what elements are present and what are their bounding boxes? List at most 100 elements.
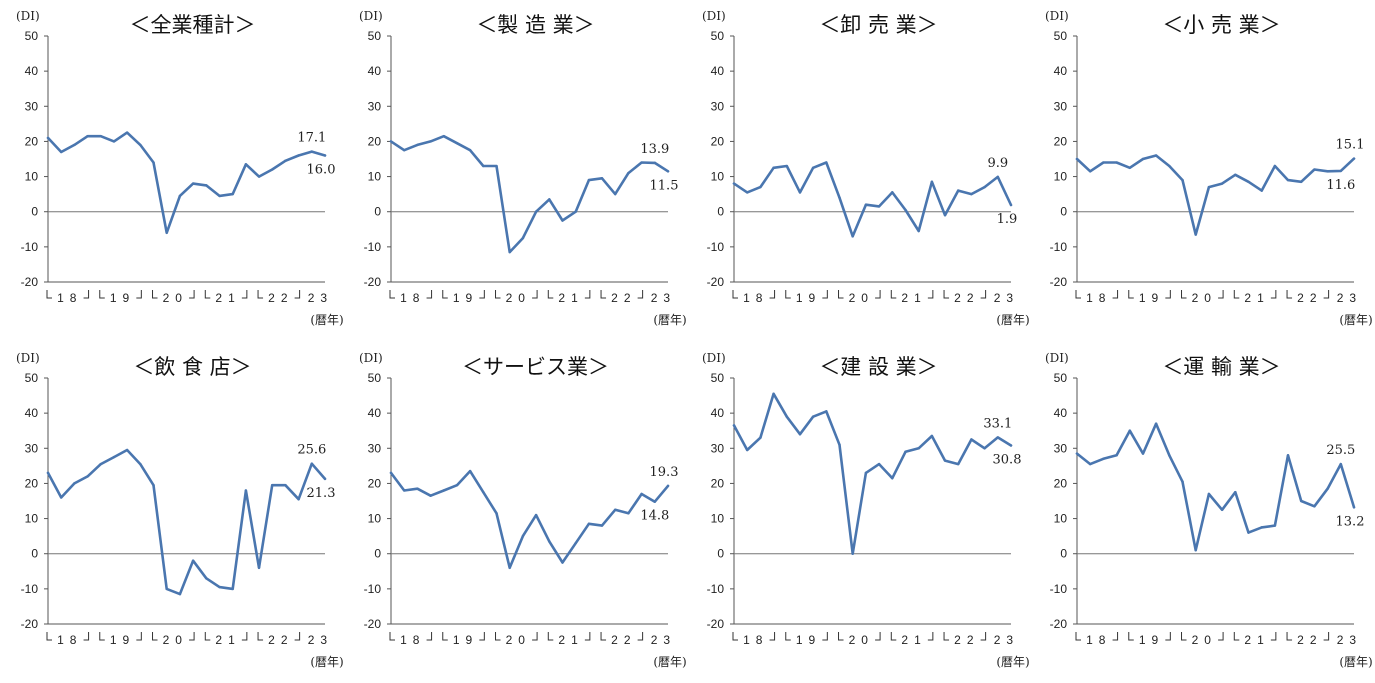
data-point: [482, 164, 485, 168]
chart-svg: ＜小 売 業＞ (DI) 50 40 30 20 10 0 -10 -20 18 19 20 21 22 23…: [1045, 9, 1373, 327]
data-point: [772, 392, 775, 396]
x-bracket-right: [1270, 632, 1277, 641]
data-point: [561, 219, 564, 222]
y-tick-label: -20: [707, 617, 725, 631]
data-point: [73, 143, 76, 147]
data-point: [627, 512, 630, 515]
x-bracket-left: [1075, 290, 1081, 299]
data-point: [191, 182, 195, 185]
data-point: [152, 483, 155, 487]
x-bracket-left: [1286, 632, 1293, 641]
x-bracket-left: [732, 290, 738, 299]
x-bracket-right: [1323, 632, 1330, 641]
y-unit-label: (DI): [359, 9, 383, 23]
y-tick-label: 50: [368, 29, 382, 43]
y-tick-label: 30: [1054, 441, 1068, 455]
x-unit-label: (暦年): [1339, 313, 1372, 327]
data-point: [759, 185, 762, 189]
x-year-label: 21: [215, 633, 240, 647]
data-point: [1352, 157, 1356, 160]
data-point: [1352, 506, 1356, 509]
y-tick-label: 40: [1054, 406, 1068, 420]
x-unit-label: (暦年): [653, 313, 686, 327]
x-year-label: 21: [1244, 291, 1269, 305]
x-year-label: 18: [57, 291, 82, 305]
data-point: [587, 178, 591, 182]
data-point: [508, 566, 511, 569]
data-point: [455, 141, 459, 145]
data-point: [1181, 480, 1184, 483]
y-tick-label: 0: [1060, 547, 1067, 561]
y-tick-label: -20: [21, 617, 39, 631]
data-point: [1115, 161, 1118, 164]
data-point: [191, 559, 195, 562]
x-bracket-left: [838, 290, 844, 299]
data-point: [996, 175, 1000, 179]
data-point: [904, 208, 907, 212]
x-bracket-right: [1165, 290, 1171, 299]
data-point: [1154, 422, 1158, 425]
y-tick-label: 30: [711, 99, 725, 113]
data-point: [666, 484, 670, 488]
series-line: [1075, 154, 1356, 236]
value-annotation: 9.9: [987, 156, 1008, 171]
y-tick-label: -20: [1050, 617, 1068, 631]
x-bracket-right: [83, 632, 90, 641]
chart-panel: ＜全業種計＞ (DI) 50 40 30 20 10 0 -20 -10 18 19 20 21 22 23 (…: [0, 0, 344, 340]
data-point: [534, 513, 538, 517]
x-year-label: 20: [163, 633, 188, 647]
data-point: [970, 438, 973, 441]
x-bracket-left: [204, 290, 211, 299]
data-point: [1220, 508, 1224, 511]
data-point: [1207, 185, 1211, 189]
x-year-label: 19: [110, 633, 135, 647]
data-point: [59, 496, 63, 499]
y-tick-label: 40: [711, 64, 725, 78]
x-bracket-right: [1218, 290, 1224, 299]
value-annotation: 11.5: [650, 178, 679, 193]
series-line: [389, 134, 670, 254]
data-point: [640, 492, 643, 496]
y-tick-label: 0: [31, 547, 38, 561]
x-year-label: 22: [611, 291, 636, 305]
x-year-label: 23: [1337, 633, 1362, 647]
value-annotation: 25.5: [1326, 443, 1355, 458]
data-point: [402, 489, 406, 492]
data-point: [943, 459, 947, 462]
x-bracket-right: [1165, 632, 1171, 641]
data-point: [482, 491, 485, 494]
y-tick-label: 50: [25, 371, 39, 385]
x-bracket-right: [83, 290, 90, 299]
x-year-label: 19: [453, 633, 478, 647]
data-point: [1234, 173, 1237, 177]
data-point: [271, 483, 274, 487]
data-point: [402, 149, 406, 152]
x-bracket-left: [46, 632, 52, 641]
chart-panel: ＜建 設 業＞ (DI) 50 40 30 20 10 0 -10 -20 18 19 20 21 22 23…: [686, 342, 1030, 682]
data-point: [917, 229, 920, 233]
data-point: [389, 471, 393, 475]
y-tick-label: 20: [1054, 134, 1068, 148]
data-point: [1102, 161, 1105, 164]
data-point: [416, 143, 419, 147]
x-year-label: 18: [1086, 633, 1111, 647]
data-point: [811, 415, 815, 418]
data-point: [99, 462, 102, 466]
y-tick-label: 10: [711, 512, 725, 526]
x-year-label: 19: [453, 291, 478, 305]
data-point: [1088, 462, 1092, 466]
x-year-label: 21: [215, 291, 240, 305]
value-annotation: 13.2: [1336, 514, 1365, 529]
y-tick-label: 0: [717, 547, 724, 561]
data-point: [1260, 189, 1263, 192]
x-year-label: 18: [400, 633, 425, 647]
y-tick-label: -20: [707, 275, 725, 289]
y-unit-label: (DI): [359, 351, 383, 365]
data-point: [284, 159, 287, 162]
y-tick-label: 50: [711, 371, 725, 385]
y-tick-label: -10: [707, 582, 725, 596]
chart-panel: ＜運 輸 業＞ (DI) 50 40 30 20 10 0 -10 -20 18 19 20 21 22 23…: [1029, 342, 1373, 682]
data-point: [1286, 178, 1290, 182]
x-bracket-left: [389, 290, 395, 299]
chart-svg: ＜運 輸 業＞ (DI) 50 40 30 20 10 0 -10 -20 18 19 20 21 22 23…: [1045, 351, 1373, 669]
